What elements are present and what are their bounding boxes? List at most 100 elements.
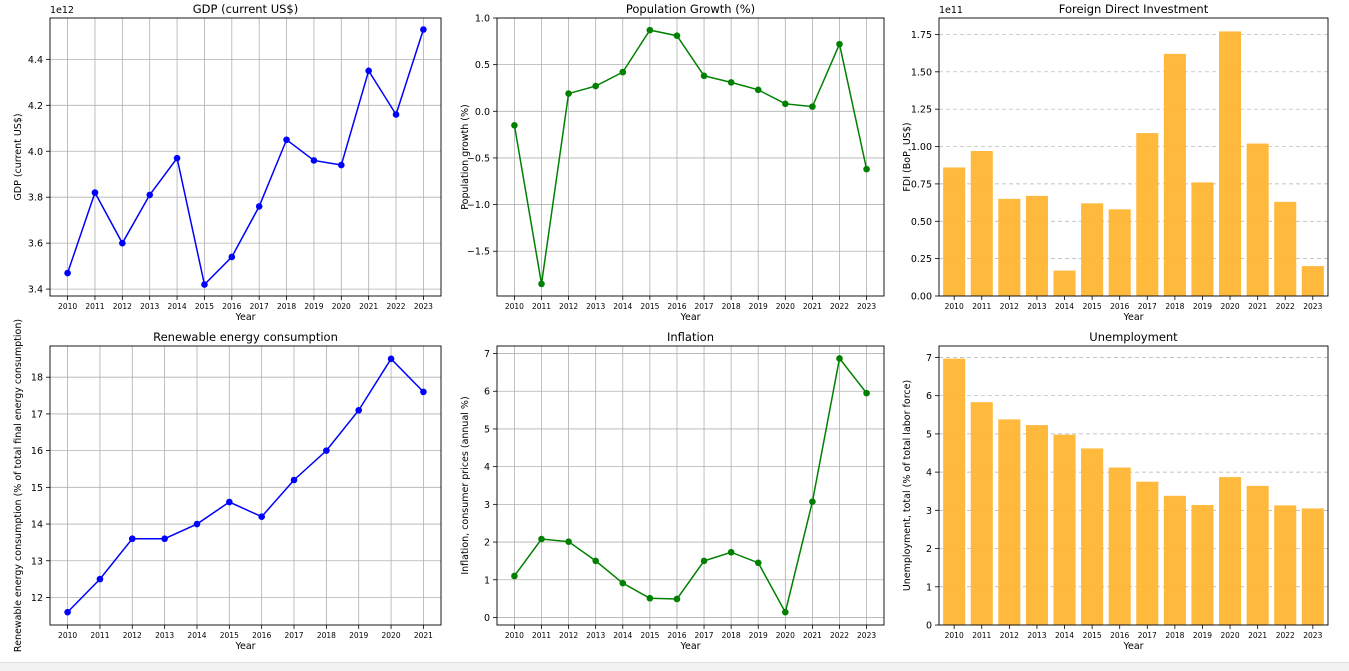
- y-tick-label: −0.5: [467, 153, 490, 164]
- bar-2014: [1053, 434, 1076, 625]
- y-tick-label: 4.2: [28, 101, 43, 112]
- x-tick-label: 2011: [532, 631, 551, 640]
- x-tick-label: 2016: [1110, 302, 1129, 311]
- data-point-2019: [754, 559, 762, 567]
- y-tick-label: 4.4: [28, 55, 43, 66]
- series-line: [513, 29, 868, 284]
- y-tick-label: 12: [31, 593, 43, 604]
- chart-title: Unemployment: [1089, 330, 1178, 344]
- y-tick-label: 15: [31, 483, 43, 494]
- data-point-2014: [619, 579, 627, 587]
- x-tick-label: 2022: [386, 302, 405, 311]
- data-point-2018: [727, 548, 735, 556]
- x-tick-label: 2010: [945, 302, 964, 311]
- bottom-scroll-strip: [0, 662, 1349, 671]
- y-tick-label: 0.0: [475, 107, 490, 118]
- bar-2013: [1025, 425, 1048, 625]
- y-tick-label: 16: [31, 446, 43, 457]
- x-tick-label: 2021: [414, 631, 433, 640]
- y-tick-label: 0.50: [911, 217, 932, 228]
- x-tick-label: 2019: [1193, 631, 1212, 640]
- data-point-2013: [161, 535, 168, 543]
- data-point-2016: [228, 253, 236, 261]
- chart-panel-6: 0 1 2 3 4 5 6 7 2010 2011 2012 2013 2014 2015 2016 2017…: [902, 330, 1329, 652]
- data-point-2023: [420, 26, 427, 33]
- x-tick-label: 2015: [195, 302, 214, 311]
- axes-frame: [49, 345, 442, 626]
- bar-2010: [943, 167, 966, 296]
- x-axis-label: Year: [234, 641, 255, 652]
- chart-title: Renewable energy consumption: [153, 330, 338, 344]
- data-point-2018: [283, 136, 290, 144]
- x-tick-label: 2021: [1248, 631, 1267, 640]
- data-point-2014: [193, 520, 201, 528]
- x-tick-label: 2021: [1248, 302, 1267, 311]
- x-tick-label: 2015: [220, 631, 239, 640]
- data-point-2012: [128, 535, 136, 543]
- bar-2021: [1246, 485, 1269, 625]
- data-point-2019: [754, 86, 762, 94]
- data-point-2021: [365, 67, 372, 75]
- bar-2019: [1191, 182, 1214, 296]
- data-point-2023: [863, 165, 870, 173]
- x-tick-label: 2014: [1055, 631, 1074, 640]
- y-tick-label: 0.25: [911, 254, 932, 265]
- x-tick-label: 2020: [1221, 631, 1240, 640]
- y-tick-label: 3.6: [28, 239, 43, 250]
- data-point-2017: [700, 72, 708, 80]
- x-tick-label: 2014: [1055, 302, 1074, 311]
- y-tick-label: 3: [484, 500, 490, 511]
- chart-title: GDP (current US$): [193, 2, 299, 16]
- bar-2016: [1108, 209, 1131, 296]
- x-tick-label: 2022: [830, 302, 849, 311]
- x-tick-label: 2012: [113, 302, 132, 311]
- data-point-2021: [809, 498, 816, 506]
- bar-2017: [1136, 481, 1159, 625]
- data-point-2011: [538, 535, 545, 543]
- data-point-2010: [64, 269, 71, 277]
- x-tick-label: 2014: [613, 631, 632, 640]
- y-tick-label: 4.0: [28, 147, 43, 158]
- chart-panel-3: 0.00 0.25 0.50 0.75 1.00 1.25 1.50 1.75 2010 2011…: [902, 2, 1329, 323]
- x-tick-label: 2015: [1083, 631, 1102, 640]
- x-tick-label: 2018: [317, 631, 336, 640]
- data-point-2020: [782, 608, 789, 616]
- y-tick-label: 1.0: [475, 14, 490, 25]
- x-tick-label: 2023: [857, 302, 876, 311]
- y-tick-label: 1: [926, 582, 932, 593]
- x-tick-label: 2010: [505, 631, 524, 640]
- data-point-2015: [201, 281, 208, 288]
- y-tick-label: 1.75: [911, 30, 932, 41]
- x-tick-label: 2012: [1000, 631, 1019, 640]
- data-point-2022: [392, 111, 400, 118]
- data-point-2010: [511, 121, 518, 129]
- data-point-2011: [538, 280, 545, 288]
- y-tick-label: 3.4: [28, 285, 43, 296]
- chart-title: Foreign Direct Investment: [1059, 2, 1209, 16]
- series-line: [66, 29, 425, 287]
- data-point-2010: [511, 572, 518, 580]
- x-tick-label: 2010: [945, 631, 964, 640]
- y-tick-label: 1: [484, 575, 490, 586]
- y-tick-label: 1.00: [911, 142, 932, 153]
- bar-2022: [1274, 201, 1297, 296]
- axes-frame: [496, 17, 885, 297]
- x-tick-label: 2011: [85, 302, 104, 311]
- y-tick-label: 4: [926, 468, 932, 479]
- x-tick-label: 2023: [414, 302, 433, 311]
- x-tick-label: 2012: [1000, 302, 1019, 311]
- bar-2019: [1191, 504, 1214, 625]
- y-tick-label: 0: [926, 621, 932, 632]
- x-tick-label: 2021: [803, 302, 822, 311]
- x-tick-label: 2013: [155, 631, 174, 640]
- x-tick-label: 2016: [667, 302, 686, 311]
- data-point-2012: [565, 538, 572, 545]
- x-tick-label: 2013: [1027, 302, 1046, 311]
- x-tick-label: 2013: [1027, 631, 1046, 640]
- data-point-2013: [592, 82, 599, 90]
- axes-frame: [49, 17, 442, 297]
- x-tick-label: 2018: [722, 302, 741, 311]
- data-point-2016: [258, 513, 265, 521]
- y-axis-label: Unemployment, total (% of total labor fo…: [902, 380, 913, 591]
